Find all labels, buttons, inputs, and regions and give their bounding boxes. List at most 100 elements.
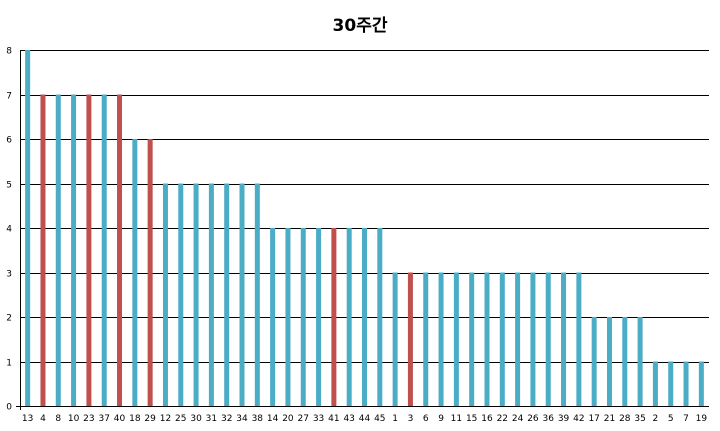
bar-12 <box>162 183 168 406</box>
y-tick-label: 1 <box>6 359 12 369</box>
x-tick-label: 1 <box>392 414 398 424</box>
x-tick-label: 38 <box>252 414 264 424</box>
bar-31 <box>208 183 214 406</box>
bar-17 <box>591 317 597 406</box>
bar-39 <box>561 272 567 406</box>
bar-33 <box>316 228 322 406</box>
bar-20 <box>285 228 291 406</box>
y-axis-ticks: 0 1 2 3 4 5 6 7 8 <box>6 47 12 413</box>
x-tick-label: 16 <box>481 414 493 424</box>
x-tick-label: 20 <box>282 414 294 424</box>
x-tick-label: 30 <box>190 414 202 424</box>
bar-9 <box>438 272 444 406</box>
bar-19 <box>698 361 704 406</box>
bar-37 <box>101 94 107 406</box>
chart-title: 30주간 <box>333 16 388 36</box>
bar-41 <box>331 228 337 406</box>
x-tick-label: 39 <box>558 414 570 424</box>
x-tick-label: 4 <box>40 414 46 424</box>
x-tick-label: 2 <box>653 414 659 424</box>
x-tick-label: 31 <box>206 414 217 424</box>
bar-3 <box>407 272 413 406</box>
bar-1 <box>392 272 398 406</box>
x-tick-label: 34 <box>236 414 248 424</box>
y-tick-label: 3 <box>6 270 12 280</box>
x-tick-label: 24 <box>512 414 524 424</box>
x-tick-label: 6 <box>423 414 429 424</box>
y-tick-label: 2 <box>6 314 12 324</box>
x-tick-label: 33 <box>313 414 324 424</box>
bar-28 <box>622 317 628 406</box>
bar-4 <box>40 94 46 406</box>
bar-5 <box>668 361 674 406</box>
x-tick-label: 19 <box>696 414 708 424</box>
x-tick-label: 43 <box>343 414 354 424</box>
x-tick-label: 21 <box>604 414 615 424</box>
bar-44 <box>362 228 367 406</box>
bar-32 <box>224 183 230 406</box>
bar-16 <box>484 272 490 406</box>
x-tick-label: 18 <box>129 414 141 424</box>
x-tick-label: 7 <box>683 414 689 424</box>
bar-14 <box>270 228 276 406</box>
x-tick-label: 40 <box>114 414 126 424</box>
x-tick-label: 17 <box>588 414 599 424</box>
x-tick-label: 12 <box>160 414 171 424</box>
x-axis-ticks: 13 4 8 10 23 37 40 18 29 12 25 30 31 32 34 38 14 20 27 33 41… <box>22 414 707 424</box>
y-tick-label: 0 <box>6 403 12 413</box>
bar-6 <box>423 272 429 406</box>
x-tick-label: 26 <box>527 414 539 424</box>
bar-34 <box>239 183 245 406</box>
x-tick-label: 29 <box>144 414 156 424</box>
x-tick-label: 25 <box>175 414 186 424</box>
bar-10 <box>71 94 77 406</box>
x-tick-label: 13 <box>22 414 33 424</box>
x-tick-label: 5 <box>668 414 674 424</box>
x-tick-label: 35 <box>634 414 645 424</box>
y-tick-label: 4 <box>6 225 12 235</box>
bar-30 <box>193 183 199 406</box>
bar-43 <box>346 228 352 406</box>
bar-11 <box>453 272 459 406</box>
x-tick-label: 14 <box>267 414 279 424</box>
bar-24 <box>515 272 521 406</box>
x-tick-label: 11 <box>451 414 462 424</box>
bar-15 <box>469 272 475 406</box>
x-tick-label: 37 <box>98 414 109 424</box>
y-tick-label: 8 <box>6 47 12 57</box>
bar-7 <box>683 361 689 406</box>
bar-13 <box>25 50 31 406</box>
bar-36 <box>545 272 551 406</box>
bar-27 <box>300 228 306 406</box>
bar-22 <box>499 272 505 406</box>
bar-18 <box>132 139 138 406</box>
bar-45 <box>377 228 383 406</box>
y-tick-label: 5 <box>6 181 12 191</box>
x-tick-label: 28 <box>619 414 631 424</box>
x-tick-label: 3 <box>408 414 414 424</box>
x-tick-label: 23 <box>83 414 94 424</box>
y-tick-label: 7 <box>6 92 12 102</box>
x-tick-label: 45 <box>374 414 385 424</box>
bar-29 <box>147 139 153 406</box>
x-tick-label: 10 <box>68 414 80 424</box>
x-tick-label: 32 <box>221 414 232 424</box>
bar-26 <box>530 272 536 406</box>
x-tick-label: 42 <box>573 414 584 424</box>
bar-2 <box>652 361 658 406</box>
bar-8 <box>55 94 61 406</box>
bar-25 <box>178 183 184 406</box>
x-tick-label: 22 <box>497 414 508 424</box>
bar-40 <box>117 94 123 406</box>
y-tick-label: 6 <box>6 136 12 146</box>
bar-35 <box>637 317 643 406</box>
x-tick-label: 44 <box>359 414 371 424</box>
x-tick-label: 8 <box>55 414 61 424</box>
x-tick-label: 9 <box>438 414 444 424</box>
bar-38 <box>254 183 260 406</box>
x-tick-label: 15 <box>466 414 477 424</box>
bar-42 <box>576 272 582 406</box>
bar-21 <box>606 317 612 406</box>
